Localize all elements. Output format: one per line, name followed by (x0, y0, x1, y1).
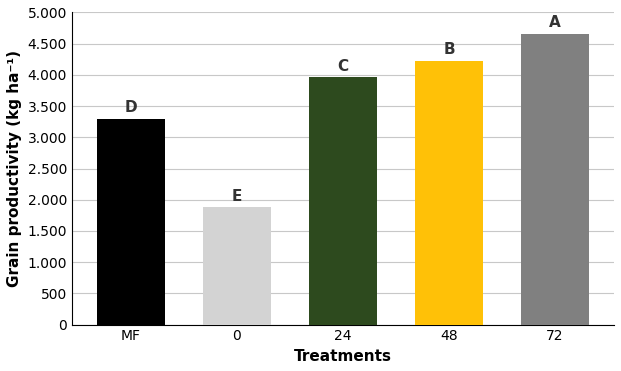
Text: C: C (337, 59, 348, 74)
X-axis label: Treatments: Treatments (294, 349, 392, 364)
Text: A: A (549, 15, 561, 30)
Bar (414, 60, 483, 325)
Y-axis label: Grain productivity (kg ha⁻¹): Grain productivity (kg ha⁻¹) (7, 50, 22, 287)
Text: B: B (443, 42, 455, 57)
Text: E: E (232, 189, 242, 204)
Bar (309, 78, 378, 325)
Bar (520, 34, 589, 325)
Bar (202, 207, 271, 325)
Bar (96, 119, 165, 325)
Text: D: D (125, 100, 137, 115)
